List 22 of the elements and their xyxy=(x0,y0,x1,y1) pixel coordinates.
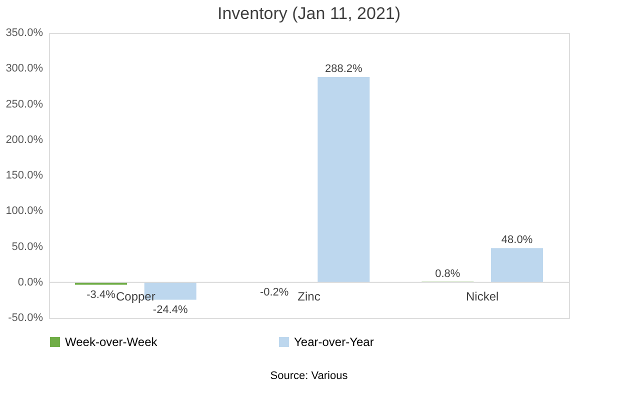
legend-label: Week-over-Week xyxy=(65,335,158,349)
data-label: 288.2% xyxy=(325,63,363,76)
data-label: 48.0% xyxy=(501,234,533,246)
y-tick-label: -50.0% xyxy=(8,312,44,324)
y-tick-label: 350.0% xyxy=(6,27,44,39)
y-tick-label: 250.0% xyxy=(6,98,44,110)
x-tick-label: Zinc xyxy=(298,289,320,304)
y-tick-label: 300.0% xyxy=(6,62,44,75)
data-label: -3.4% xyxy=(86,288,116,301)
source-note: Source: Various xyxy=(270,370,348,382)
y-tick-label: 200.0% xyxy=(6,134,44,146)
data-label: 0.8% xyxy=(435,268,460,280)
chart-title: Inventory (Jan 11, 2021) xyxy=(217,4,401,23)
data-label: -0.2% xyxy=(260,286,289,299)
legend-label: Year-over-Year xyxy=(294,335,374,349)
x-tick-label: Copper xyxy=(116,289,156,304)
y-tick-label: 150.0% xyxy=(6,170,44,182)
y-tick-label: 0.0% xyxy=(18,276,44,288)
y-tick-label: 100.0% xyxy=(6,205,44,218)
x-tick-label: Nickel xyxy=(466,289,499,304)
data-label: -24.4% xyxy=(152,304,188,316)
y-tick-label: 50.0% xyxy=(12,240,44,253)
